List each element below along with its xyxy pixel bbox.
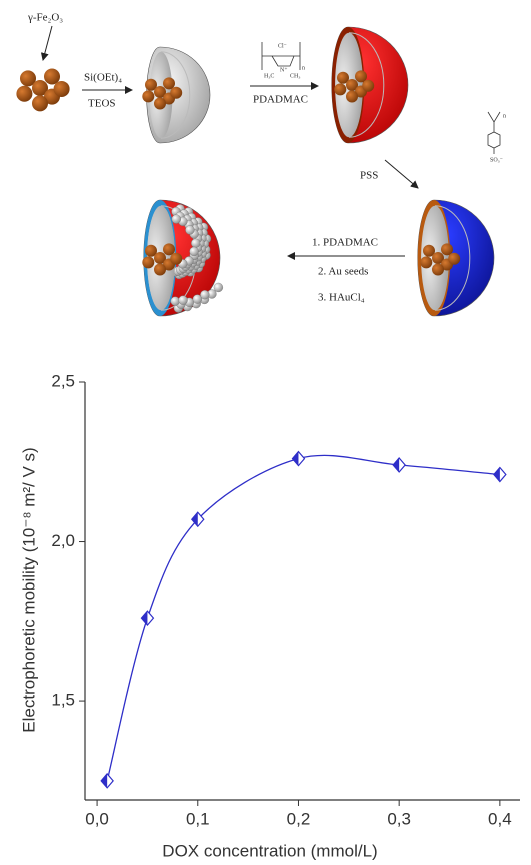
arrow [385, 160, 418, 188]
particle [362, 80, 374, 92]
y-tick-label: 2,5 [51, 371, 75, 390]
particle [154, 98, 166, 110]
x-tick-label: 0,2 [287, 809, 311, 828]
y-tick-label: 1,5 [51, 691, 75, 710]
data-line [107, 455, 500, 780]
label: PSS [360, 170, 378, 182]
structure-label: n [503, 113, 506, 119]
data-point [494, 468, 506, 482]
gold-seed [171, 297, 180, 306]
particle [32, 95, 48, 111]
particle [170, 87, 182, 99]
gold-seed [190, 247, 199, 256]
gold-seed [179, 296, 188, 305]
data-point [141, 611, 153, 625]
particle [420, 256, 432, 268]
particle [154, 264, 166, 276]
y-axis-label: Electrophoretic mobility (10⁻⁸ m²/ V s) [19, 447, 38, 732]
data-point [292, 452, 304, 466]
figure: γ-Fe₂O₃ Si(OEt)₄ TEOS PDADMAC Cl⁻ H₃C CH… [0, 0, 531, 865]
particle [334, 83, 346, 95]
arrow [43, 26, 52, 60]
structure-label: N⁺ [280, 66, 288, 73]
structure-label: H₃C [264, 73, 274, 79]
structure-label: SO₃⁻ [490, 157, 503, 163]
particle [170, 253, 182, 265]
x-axis-label: DOX concentration (mmol/L) [162, 841, 377, 860]
label: 1. PDADMAC [312, 237, 378, 249]
data-point [393, 458, 405, 472]
label: PDADMAC [253, 94, 308, 106]
particle [142, 90, 154, 102]
gold-seed [200, 290, 209, 299]
marker-fill [393, 458, 399, 472]
particle [448, 253, 460, 265]
gold-seed [214, 283, 223, 292]
x-tick-label: 0,4 [488, 809, 512, 828]
particle [16, 86, 32, 102]
y-tick-label: 2,0 [51, 531, 75, 550]
data-point [101, 774, 113, 788]
marker-fill [141, 611, 147, 625]
gold-seed [191, 239, 200, 248]
structure-label: Cl⁻ [278, 43, 287, 49]
marker-fill [101, 774, 107, 788]
label: TEOS [88, 98, 116, 110]
label: γ-Fe₂O₃ [27, 12, 63, 24]
structure-label: CH₃ [290, 73, 300, 79]
marker-fill [292, 452, 298, 466]
x-tick-label: 0,3 [387, 809, 411, 828]
figure-canvas: γ-Fe₂O₃ Si(OEt)₄ TEOS PDADMAC Cl⁻ H₃C CH… [0, 0, 531, 865]
gold-seed [172, 215, 181, 224]
particle [54, 81, 70, 97]
x-tick-label: 0,1 [186, 809, 210, 828]
particle [346, 91, 358, 103]
marker-fill [494, 468, 500, 482]
structure-label: n [302, 65, 305, 71]
gold-seed [185, 225, 194, 234]
particle [432, 264, 444, 276]
x-tick-label: 0,0 [85, 809, 109, 828]
structure [488, 112, 500, 154]
chart: DOX concentration (mmol/L) Electrophoret… [19, 371, 520, 860]
label: 3. HAuCl₄ [318, 292, 365, 304]
label: Si(OEt)₄ [84, 72, 122, 84]
particle [142, 256, 154, 268]
label: 2. Au seeds [318, 266, 368, 278]
diagram: γ-Fe₂O₃ Si(OEt)₄ TEOS PDADMAC Cl⁻ H₃C CH… [16, 12, 506, 316]
